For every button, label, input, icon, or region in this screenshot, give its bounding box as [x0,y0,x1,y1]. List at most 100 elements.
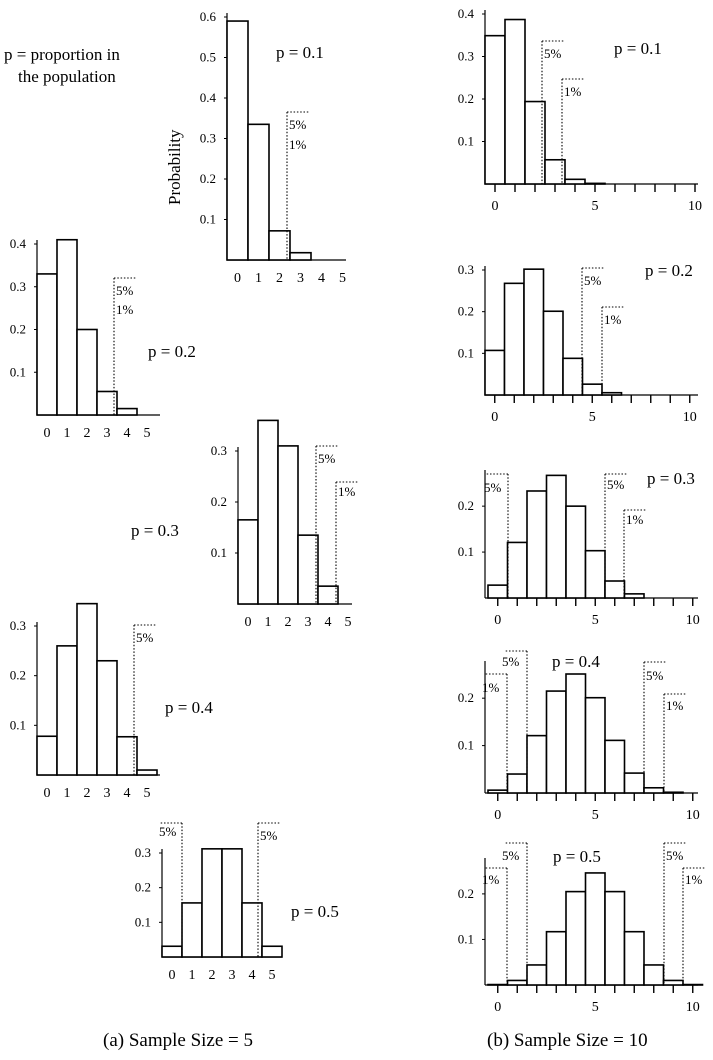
x-tick-label: 0 [44,426,51,441]
bar-3 [545,930,567,986]
bar-5 [581,383,603,396]
bar-4 [241,902,263,958]
bar-0 [226,20,249,261]
x-tick-label: 3 [104,426,111,441]
bar-9 [662,979,684,986]
cutoff-label: 1% [604,312,622,327]
cutoff-label: 5% [544,46,562,61]
x-tick-label: 0 [494,808,501,823]
y-tick-label: 0.2 [10,322,26,337]
bar-8 [643,786,665,794]
y-tick-label: 0.3 [10,618,26,633]
bar-7 [623,593,645,599]
p-label: p = 0.2 [645,261,693,280]
x-tick-label: 2 [84,786,91,801]
bar-4 [317,585,339,605]
chart-n10-03: 0.1 0.2 0 5 10 5% 5% 1% p = 0.3 [458,469,700,628]
bar-3 [545,690,567,794]
bar-0 [36,735,58,776]
y-tick-label: 0.1 [458,544,474,559]
bar-3 [96,390,118,416]
y-tick-label: 0.2 [458,886,474,901]
population-note-line2: the population [18,67,116,86]
x-tick-label: 5 [592,1000,599,1015]
y-tick-label: 0.2 [135,880,151,895]
x-tick-label: 1 [255,271,262,286]
chart-n5-05: 0.1 0.2 0.3 0 1 2 3 4 5 5% 5% p = 0.5 [135,822,339,983]
bar-4 [565,890,587,986]
x-tick-label: 10 [688,199,702,214]
x-tick-label: 0 [169,968,176,983]
cutoff-label: 1% [482,872,500,887]
y-tick-label: 0.1 [458,134,474,149]
bar-5 [584,182,606,185]
x-tick-label: 1 [64,786,71,801]
y-tick-label: 0.1 [211,545,227,560]
y-tick-label: 0.4 [200,90,217,105]
x-tick-label: 10 [686,808,700,823]
bar-7 [623,930,645,986]
y-tick-label: 0.3 [458,49,474,64]
y-tick-label: 0.1 [135,914,151,929]
bar-4 [565,505,587,599]
x-tick-label: 4 [124,786,131,801]
bar-1 [506,773,528,794]
bar-3 [96,659,118,776]
bar-6 [604,580,626,599]
cutoff-label: 5% [136,630,154,645]
x-tick-label: 10 [686,1000,700,1015]
cutoff-label: 1% [116,302,134,317]
y-tick-label: 0.3 [458,262,474,277]
p-label: p = 0.4 [552,652,600,671]
y-tick-label: 0.2 [458,91,474,106]
bar-1 [56,645,78,776]
cutoff-label: 5% [318,451,336,466]
bar-2 [526,734,548,794]
x-tick-label: 5 [269,968,276,983]
x-tick-label: 2 [276,271,283,286]
bar-0 [487,789,509,794]
bar-4 [116,407,138,416]
chart-n10-05: 0.10.20 5 101%5% 5%1%p = 0.5 [458,842,705,1015]
x-tick-label: 5 [592,199,599,214]
y-tick-label: 0.2 [211,494,227,509]
bar-5 [584,872,606,986]
bar-0 [161,945,183,958]
cutoff-label: 5% [502,848,520,863]
cutoff-label: 5% [502,654,520,669]
x-tick-label: 5 [589,410,596,425]
chart-n5-01: 0.1 0.2 0.3 0.4 0.5 0.6 0 1 2 3 4 5 5% 1% p = 0.1 [200,9,346,286]
x-tick-label: 4 [325,615,332,630]
caption-sample-size-10: (b) Sample Size = 10 [487,1030,648,1051]
bar-3 [289,251,312,261]
bar-3 [545,474,567,599]
p-label: p = 0.5 [553,847,601,866]
x-tick-label: 1 [64,426,71,441]
bar-3 [221,848,243,958]
y-tick-label: 0.2 [200,171,216,186]
bar-1 [504,18,526,185]
bar-1 [56,238,78,416]
bar-0 [484,34,506,185]
y-tick-label: 0.6 [200,9,217,24]
chart-n5-04: 0.1 0.2 0.3 0 1 2 3 4 5 5% p = 0.4 [10,602,213,801]
bar-9 [662,791,684,794]
bar-5 [136,769,158,776]
x-tick-label: 5 [592,808,599,823]
y-tick-label: 0.1 [10,364,26,379]
bar-2 [277,445,299,605]
y-tick-label: 0.1 [10,717,26,732]
x-tick-label: 10 [683,410,697,425]
bar-1 [181,902,203,958]
bar-4 [116,735,138,776]
x-tick-label: 1 [265,615,272,630]
p-label: p = 0.5 [291,902,339,921]
x-tick-label: 0 [245,615,252,630]
y-tick-label: 0.3 [211,443,227,458]
y-tick-label: 0.1 [200,212,216,227]
x-tick-label: 0 [44,786,51,801]
bar-5 [584,549,606,599]
bar-5 [584,696,606,794]
bar-0 [36,273,58,416]
